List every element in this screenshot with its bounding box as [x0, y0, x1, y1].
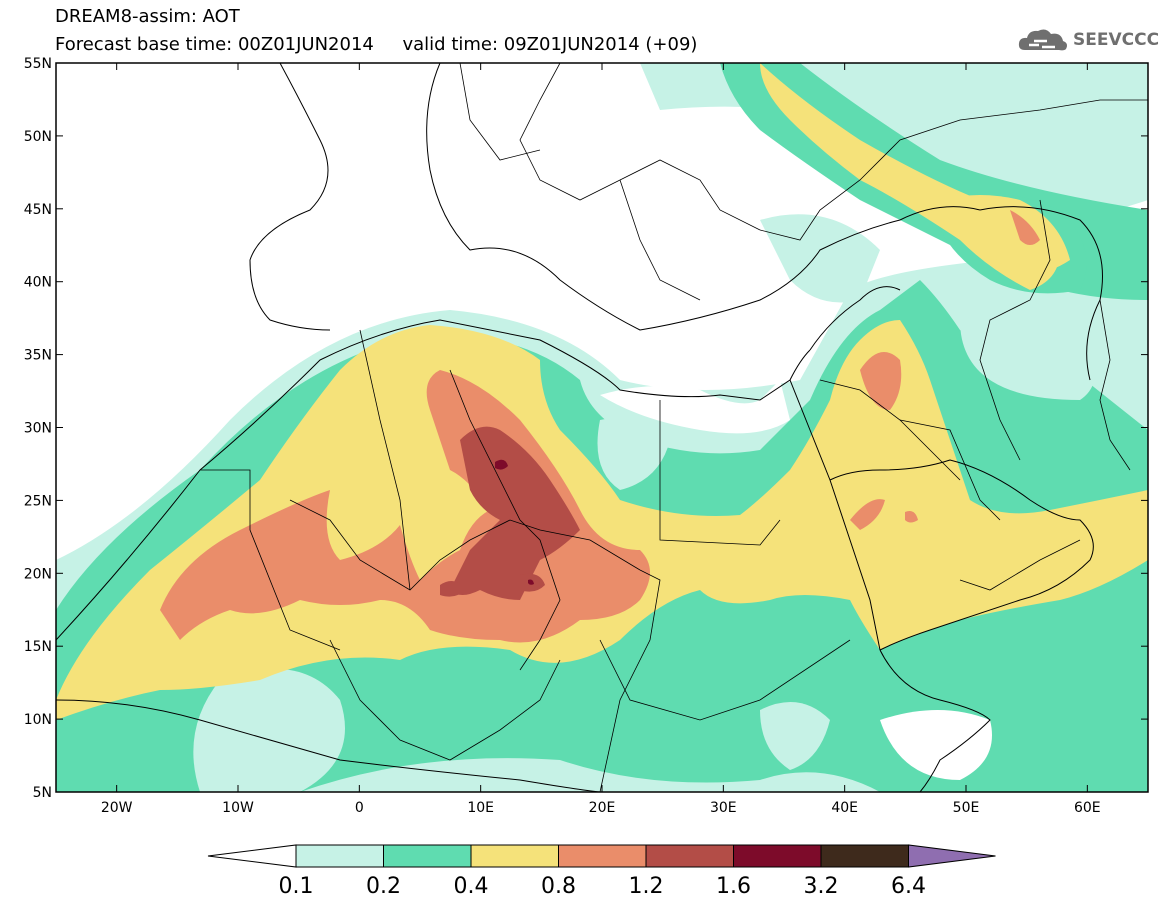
- lon-label: 20E: [589, 800, 616, 816]
- colorbar-label: 3.2: [804, 874, 839, 899]
- colorbar-segment: [470, 844, 559, 868]
- aot-holes: [193, 312, 1095, 792]
- aot-field: [56, 63, 1148, 792]
- lat-label: 50N: [24, 129, 52, 145]
- valid-time: valid time: 09Z01JUN2014 (+09): [402, 34, 698, 55]
- colorbar-label: 0.8: [541, 874, 576, 899]
- colorbar-segment: [645, 844, 734, 868]
- lat-label: 15N: [24, 639, 52, 655]
- lon-label: 60E: [1074, 800, 1101, 816]
- lat-label: 55N: [24, 56, 52, 72]
- latitude-axis: 55N 50N 45N 40N 35N 30N 25N 20N 15N 10N 5N: [24, 56, 1148, 801]
- country-borders: [200, 63, 1148, 792]
- colorbar: 0.1 0.2 0.4 0.8 1.2 1.6 3.2 6.4: [207, 844, 996, 899]
- cloud-logo-icon: [1018, 29, 1067, 51]
- lon-label: 30E: [710, 800, 737, 816]
- colorbar-arrow-high: [908, 844, 996, 868]
- aot-level-1-2: [440, 426, 580, 600]
- base-time: Forecast base time: 00Z01JUN2014: [55, 34, 374, 55]
- colorbar-arrow-low: [207, 844, 297, 868]
- lon-label: 0: [355, 800, 364, 816]
- colorbar-label: 0.1: [279, 874, 314, 899]
- logo-text: SEEVCCC: [1073, 30, 1160, 50]
- colorbar-label: 1.2: [629, 874, 664, 899]
- longitude-axis: 20W 10W 0 10E 20E 30E 40E 50E 60E: [101, 63, 1101, 816]
- lat-label: 30N: [24, 421, 52, 437]
- seevccc-logo: SEEVCCC: [1017, 26, 1159, 54]
- lon-label: 20W: [101, 800, 133, 816]
- colorbar-segment: [733, 844, 822, 868]
- colorbar-segment: [383, 844, 472, 868]
- lat-label: 10N: [24, 712, 52, 728]
- aot-level-0-4: [56, 63, 1148, 720]
- lon-label: 40E: [831, 800, 858, 816]
- lat-label: 5N: [33, 785, 52, 801]
- lon-label: 10E: [467, 800, 494, 816]
- lon-label: 50E: [953, 800, 980, 816]
- lon-label: 10W: [222, 800, 254, 816]
- colorbar-label: 6.4: [891, 874, 926, 899]
- map-title: DREAM8-assim: AOT: [55, 6, 240, 27]
- lat-label: 40N: [24, 275, 52, 291]
- colorbar-segment: [295, 844, 384, 868]
- colorbar-segment: [558, 844, 647, 868]
- lat-label: 25N: [24, 493, 52, 509]
- aot-level-1-6: [495, 459, 534, 585]
- aot-clear: [600, 380, 992, 780]
- colorbar-label: 1.6: [716, 874, 751, 899]
- colorbar-segment: [820, 844, 909, 868]
- lat-label: 45N: [24, 202, 52, 218]
- coastlines: [56, 63, 1103, 792]
- lat-label: 20N: [24, 566, 52, 582]
- lat-label: 35N: [24, 348, 52, 364]
- colorbar-label: 0.2: [366, 874, 401, 899]
- colorbar-label: 0.4: [454, 874, 489, 899]
- forecast-times: Forecast base time: 00Z01JUN2014 valid t…: [55, 35, 697, 55]
